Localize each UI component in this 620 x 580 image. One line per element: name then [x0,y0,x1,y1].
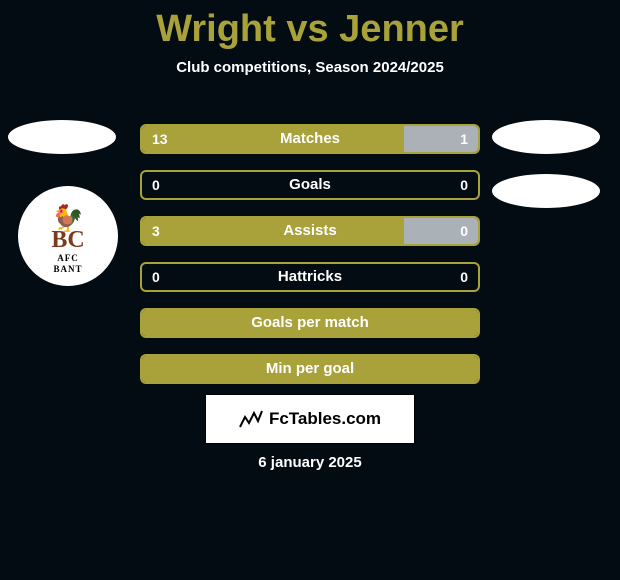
stat-row: Assists30 [140,216,480,246]
player-right-club-avatar [492,174,600,208]
date: 6 january 2025 [0,454,620,471]
stat-seg-left [142,218,404,244]
stat-row: Hattricks00 [140,262,480,292]
stat-seg-left [142,356,478,382]
stat-row: Goals00 [140,170,480,200]
badge-text: BC [51,227,84,253]
stat-seg-left [142,310,478,336]
player-left-club-badge: 🐓 BC AFC BANT [18,186,118,286]
stat-row: Min per goal [140,354,480,384]
stat-seg-right [404,126,478,152]
stat-row: Matches131 [140,124,480,154]
stat-row: Goals per match [140,308,480,338]
player-left-avatar [8,120,116,154]
stats-block: Matches131 Goals00 Assists30 Hattricks00 Goa… [140,124,480,400]
badge-strip: BANT [51,265,84,274]
player-right-avatar [492,120,600,154]
badge-sub: AFC [51,254,84,263]
watermark: FcTables.com [205,394,415,444]
watermark-label: FcTables.com [269,409,381,429]
fctables-icon [239,409,263,429]
subtitle: Club competitions, Season 2024/2025 [0,59,620,76]
stat-seg-right [404,218,478,244]
stat-seg-left [142,126,404,152]
page-title: Wright vs Jenner [0,0,620,51]
